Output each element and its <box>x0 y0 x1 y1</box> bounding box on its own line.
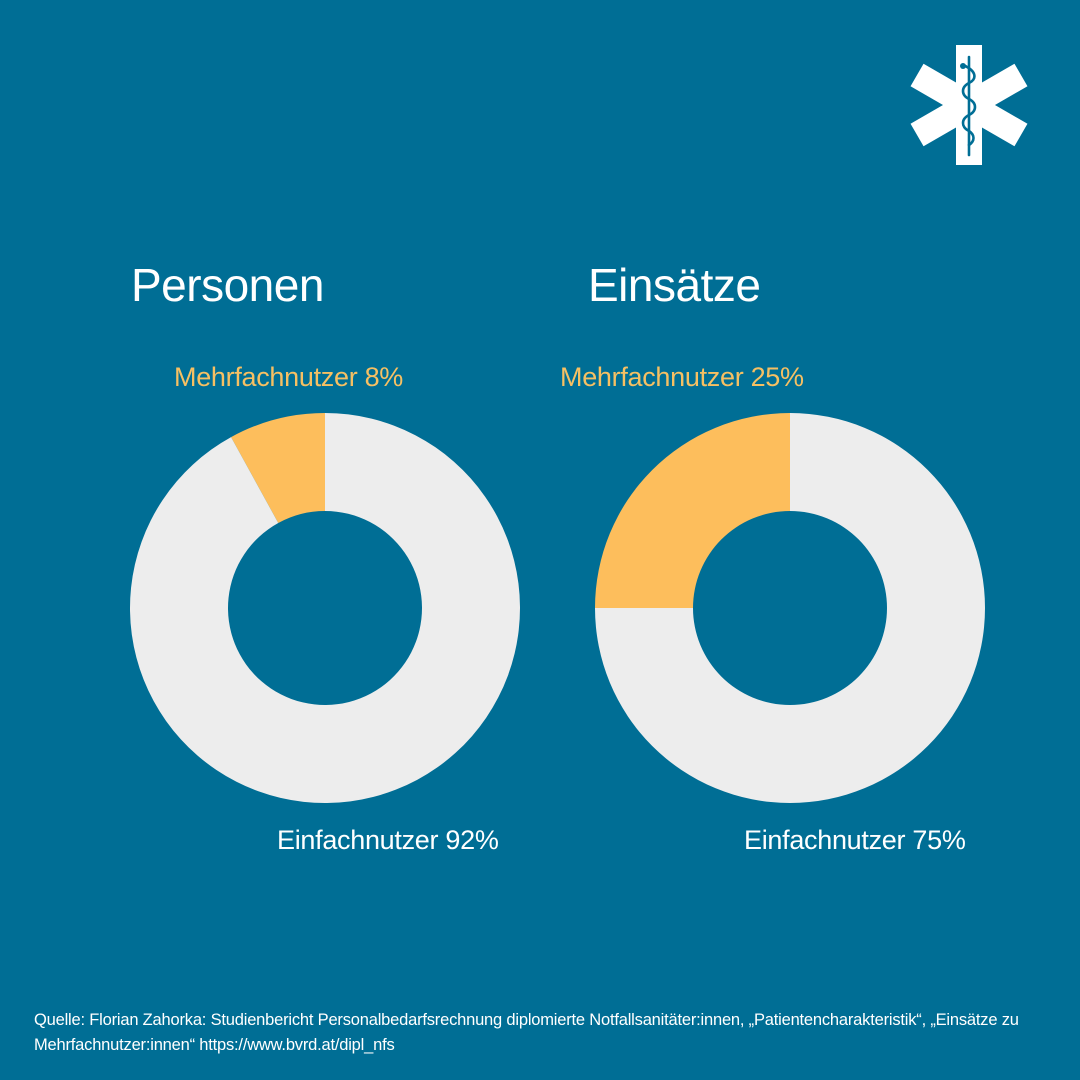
star-of-life-icon <box>910 45 1028 165</box>
slice-label-personen-mehrfachnutzer: Mehrfachnutzer 8% <box>174 362 404 392</box>
source-footnote: Quelle: Florian Zahorka: Studienbericht … <box>34 1011 1019 1054</box>
slice-label-personen-einfachnutzer: Einfachnutzer 92% <box>277 825 499 855</box>
chart-title-personen: Personen <box>131 259 324 311</box>
donut-chart-einsaetze <box>595 413 985 803</box>
donut-slice-einfachnutzer <box>595 413 985 803</box>
donut-slice-mehrfachnutzer <box>595 413 790 608</box>
donut-slice-einfachnutzer <box>130 413 520 804</box>
slice-label-einsaetze-mehrfachnutzer: Mehrfachnutzer 25% <box>560 362 804 392</box>
slice-label-einsaetze-einfachnutzer: Einfachnutzer 75% <box>744 825 966 855</box>
donut-chart-personen <box>130 413 520 804</box>
chart-title-einsaetze: Einsätze <box>588 259 761 311</box>
donut-slice-mehrfachnutzer <box>231 413 325 523</box>
